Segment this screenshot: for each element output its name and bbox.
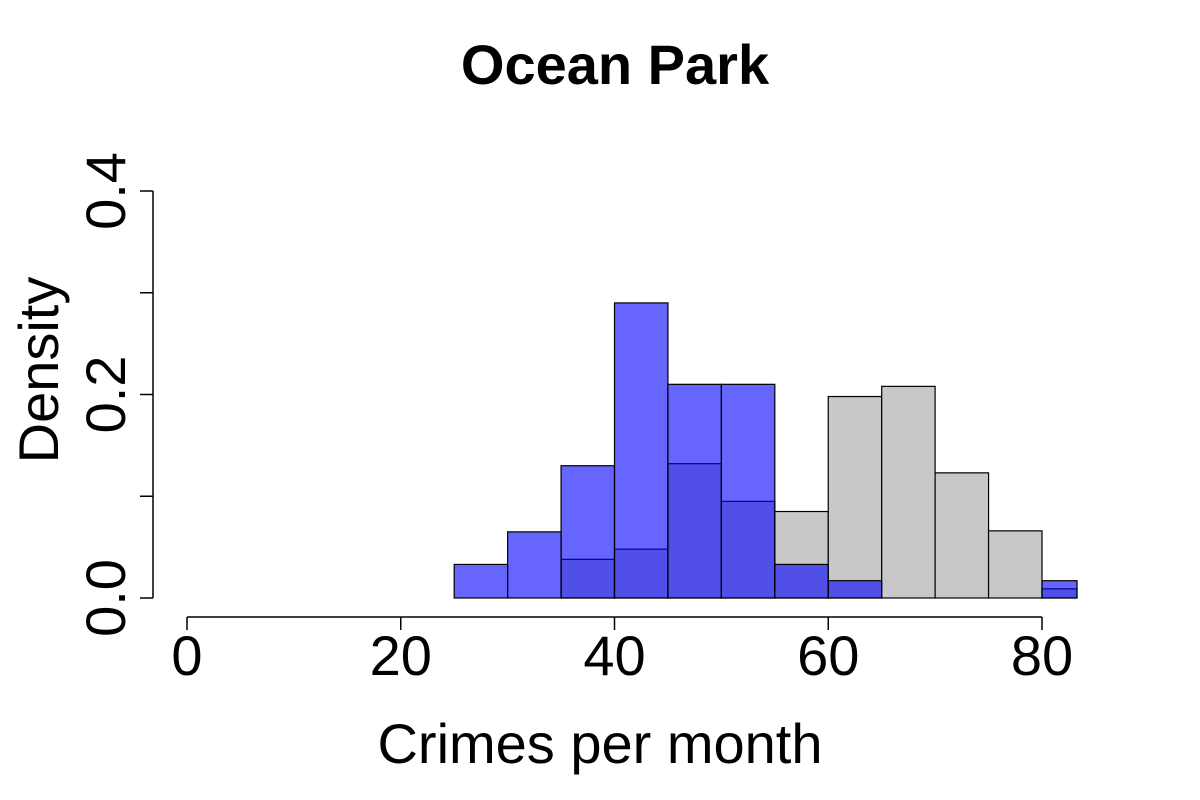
x-tick-label: 60 bbox=[797, 624, 859, 687]
y-tick-label: 0.0 bbox=[74, 559, 137, 637]
histogram-bar-series-2-bin-13 bbox=[827, 580, 883, 599]
x-tick-label: 40 bbox=[583, 624, 645, 687]
x-axis: 0 20 40 60 80 bbox=[171, 616, 1073, 687]
y-axis: 0.0 0.2 0.4 bbox=[74, 152, 154, 637]
histogram-bar-series-2-bin-8 bbox=[560, 465, 616, 599]
bars-group bbox=[453, 302, 1078, 599]
histogram-bar-series-2-bin-11 bbox=[720, 383, 776, 599]
y-axis-label: Density bbox=[7, 277, 70, 464]
histogram-bar-series-2-bin-10 bbox=[667, 383, 722, 599]
y-tick-label: 0.4 bbox=[74, 152, 137, 230]
histogram-bar-series-2-bin-6 bbox=[453, 563, 509, 599]
histogram-bar-series-2-bin-12 bbox=[774, 563, 829, 599]
histogram-bar-series-1-bin-14 bbox=[881, 385, 936, 599]
histogram-bar-series-1-bin-16 bbox=[987, 530, 1043, 599]
histogram-bar-series-2-bin-17 bbox=[1041, 580, 1078, 599]
x-axis-label: Crimes per month bbox=[377, 712, 822, 775]
histogram-bar-series-2-bin-7 bbox=[507, 531, 562, 599]
x-tick-label: 20 bbox=[370, 624, 432, 687]
histogram-bar-series-1-bin-15 bbox=[934, 472, 990, 599]
histogram-bar-series-2-bin-9 bbox=[613, 302, 669, 599]
x-tick-label: 0 bbox=[171, 624, 202, 687]
chart-title: Ocean Park bbox=[461, 33, 770, 96]
histogram-bar-series-1-bin-13 bbox=[827, 395, 883, 599]
y-tick-label: 0.2 bbox=[74, 356, 137, 434]
x-tick-label: 80 bbox=[1011, 624, 1073, 687]
